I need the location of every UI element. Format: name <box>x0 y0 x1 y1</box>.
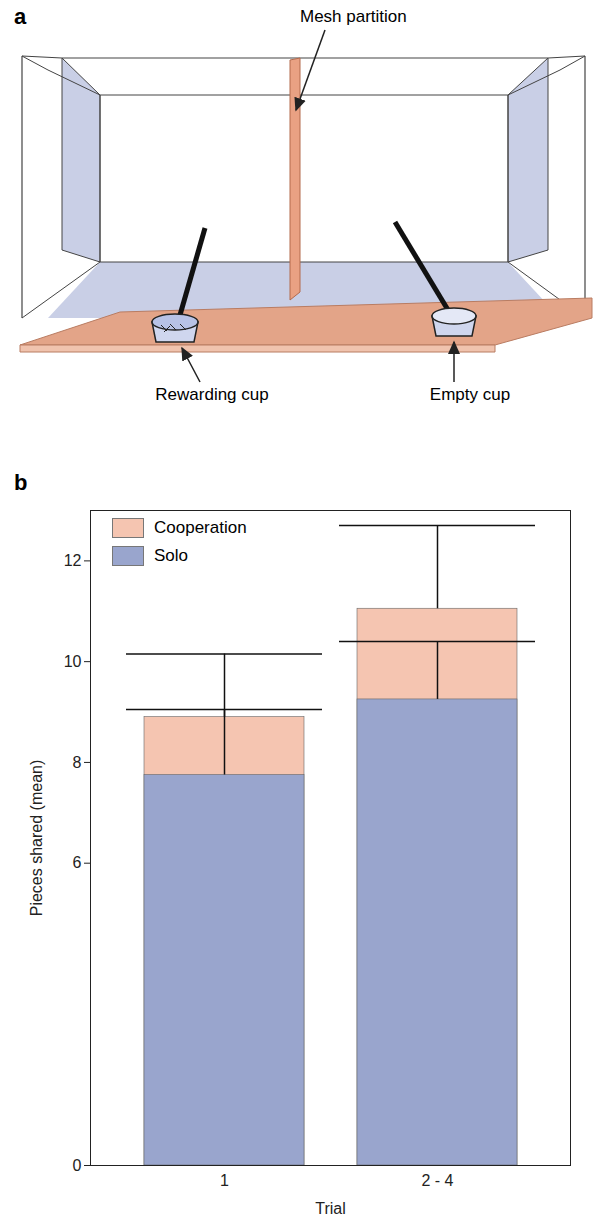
svg-text:Trial: Trial <box>315 1200 346 1217</box>
svg-text:Empty cup: Empty cup <box>430 385 510 404</box>
svg-text:8: 8 <box>73 754 82 771</box>
svg-text:10: 10 <box>64 653 82 670</box>
svg-text:Pieces shared (mean): Pieces shared (mean) <box>28 760 45 917</box>
svg-text:12: 12 <box>64 552 82 569</box>
svg-text:a: a <box>14 4 27 29</box>
svg-text:0: 0 <box>73 1157 82 1174</box>
html-text:Cooperation: Cooperation <box>154 518 247 537</box>
svg-text:Mesh partition: Mesh partition <box>300 7 407 26</box>
svg-text:2 - 4: 2 - 4 <box>421 1172 453 1189</box>
svg-text:6: 6 <box>73 854 82 871</box>
svg-text:Rewarding cup: Rewarding cup <box>155 385 268 404</box>
svg-text:1: 1 <box>220 1172 229 1189</box>
html-text:b: b <box>14 470 28 495</box>
html-text:Solo: Solo <box>154 546 188 565</box>
